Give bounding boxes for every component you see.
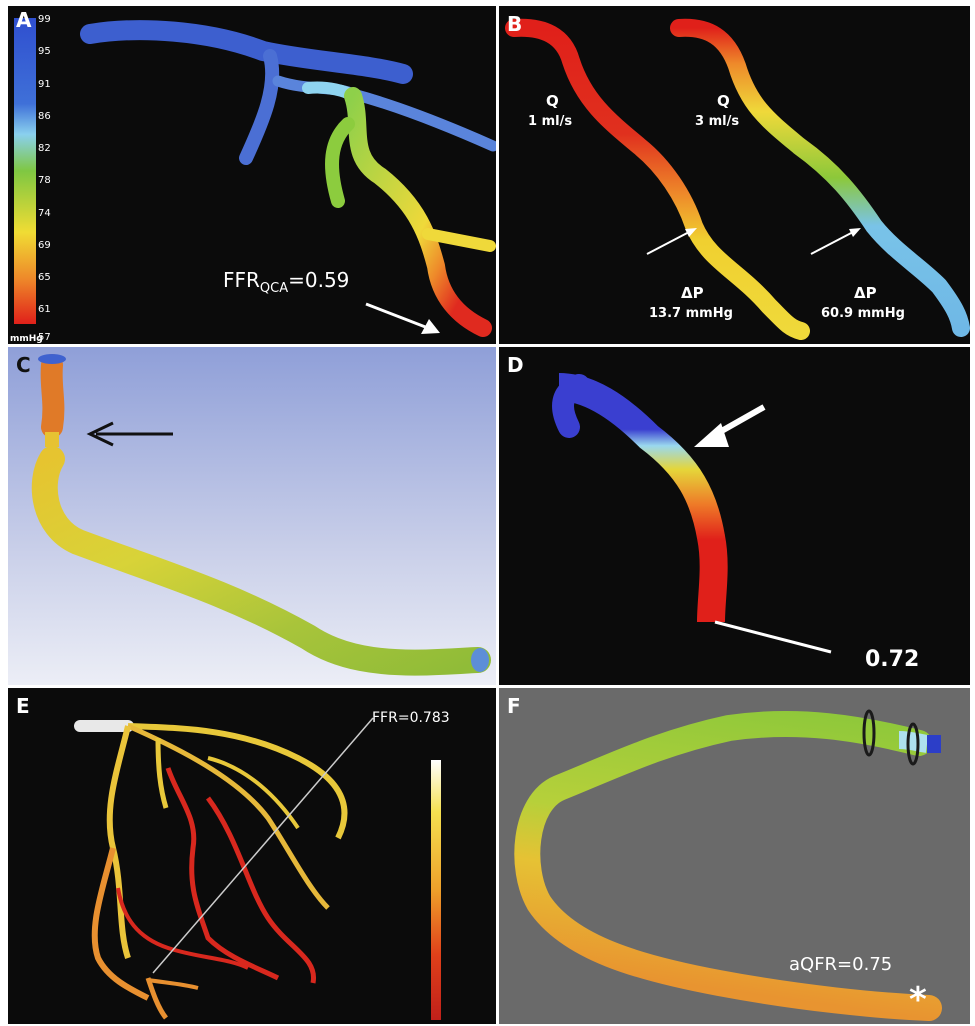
q-label-right: Q [717,92,730,110]
legend-tick: 78 [38,175,51,186]
ffr-subscript: QCA [259,281,289,296]
dp-value-right: 60.9 mmHg [821,306,905,321]
panel-d-label: D [507,353,524,377]
legend-tick: 99 [38,14,51,25]
legend-ticks: 99 95 91 86 82 78 74 69 65 61 57 [38,14,68,343]
ffr-qca-annotation: FFRQCA=0.59 [223,268,349,296]
legend-tick: 65 [38,272,51,283]
dp-value-left: 13.7 mmHg [649,306,733,321]
panel-c: C [8,347,496,685]
panel-a: A 99 95 91 86 82 78 74 69 65 61 57 mmHg … [8,6,496,344]
legend-tick: 61 [38,304,51,315]
q-label-left: Q [546,92,559,110]
panel-f: F aQFR=0.75 * [499,688,970,1024]
color-legend-bar [14,18,36,324]
panel-f-vessel [514,709,942,1021]
legend-unit: mmHg [10,334,43,344]
panel-d-value: 0.72 [865,647,920,672]
panel-e-ffr: FFR=0.783 [372,710,450,726]
panel-c-label: C [16,353,31,377]
ffr-prefix: FFR [223,268,260,292]
q-value-right: 3 ml/s [695,114,740,129]
panel-b-vessels [505,18,970,340]
dp-label-right: ΔP [854,284,877,302]
legend-tick: 74 [38,208,51,219]
panel-d-vessel [552,373,832,654]
legend-tick: 91 [38,79,51,90]
panel-c-vessel [31,354,491,676]
panel-e-label: E [16,694,30,718]
panel-b-label: B [507,12,523,36]
panel-f-label: F [507,694,521,718]
panel-d: D 0.72 [499,347,970,685]
legend-tick: 86 [38,111,51,122]
legend-tick: 69 [38,240,51,251]
panel-e: E FFR=0.783 [8,688,496,1024]
legend-tick: 82 [38,143,51,154]
panel-a-label: A [16,8,32,32]
dp-label-left: ΔP [681,284,704,302]
panel-f-aqfr: aQFR=0.75 [789,954,893,975]
panel-e-legend-bar [431,760,441,1020]
panel-b: B Q 1 ml/s Q 3 ml/s ΔP 13.7 mmHg ΔP 60.9… [499,6,970,344]
panel-a-vessel-tree [14,18,496,337]
panel-f-asterisk: * [909,980,927,1020]
legend-tick: 57 [38,332,51,343]
legend-tick: 95 [38,46,51,57]
ffr-value: =0.59 [288,268,350,292]
panel-e-coronary-tree [74,717,441,1020]
q-value-left: 1 ml/s [528,114,573,129]
